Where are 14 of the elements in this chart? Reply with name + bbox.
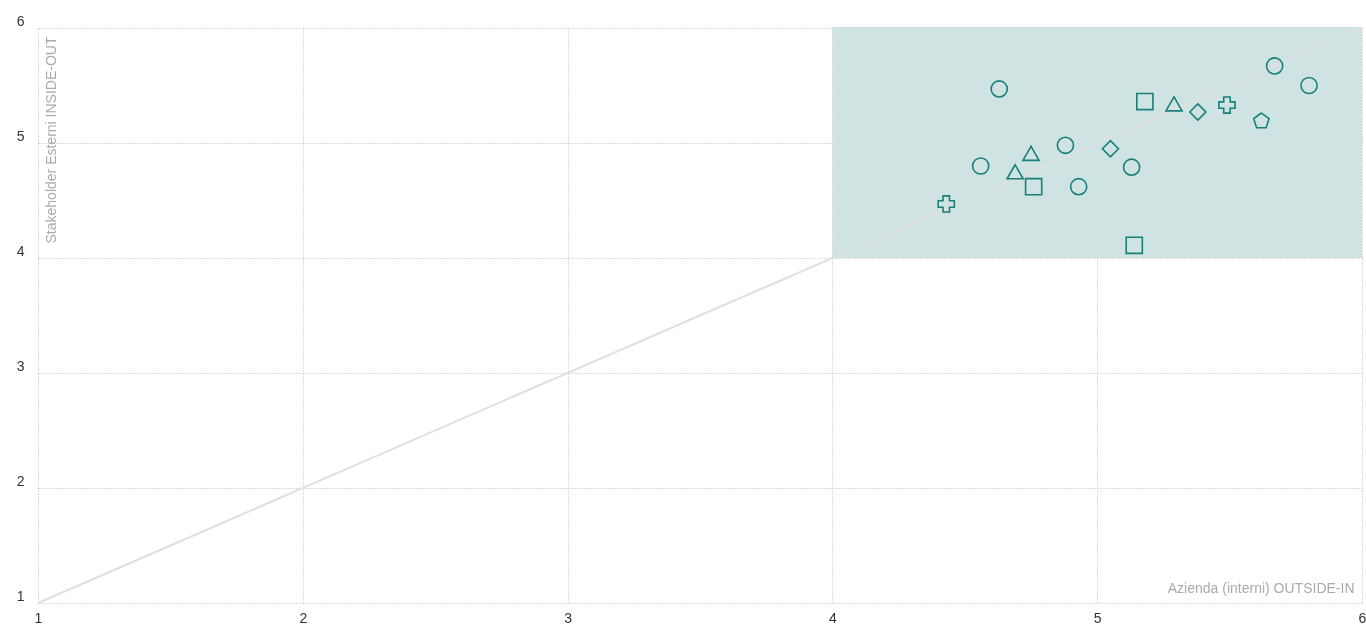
y-axis-title: Stakeholder Esterni INSIDE-OUT — [42, 36, 59, 244]
x-axis-title: Azienda (interni) OUTSIDE-IN — [1167, 579, 1355, 596]
y-tick-label: 4 — [16, 242, 25, 259]
x-tick-label: 3 — [564, 609, 573, 626]
y-tick-label: 5 — [16, 127, 25, 144]
y-tick-label: 6 — [16, 12, 25, 29]
x-tick-label: 2 — [299, 609, 308, 626]
x-tick-label: 1 — [34, 609, 43, 626]
y-tick-label: 3 — [16, 357, 25, 374]
y-tick-label: 1 — [16, 587, 25, 604]
x-tick-label: 5 — [1093, 609, 1102, 626]
x-tick-label: 4 — [829, 609, 837, 626]
x-tick-label: 6 — [1358, 609, 1366, 626]
y-tick-label: 2 — [16, 472, 25, 489]
